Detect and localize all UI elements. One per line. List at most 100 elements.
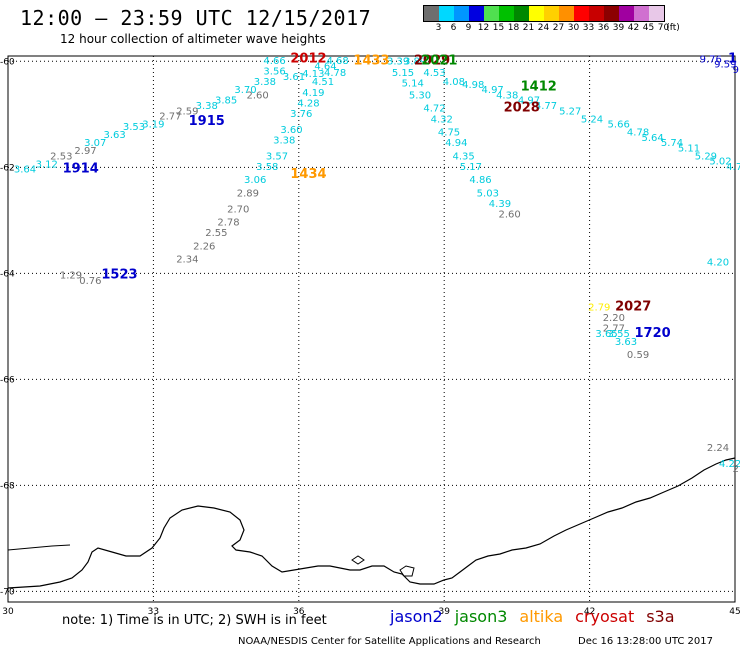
pass-time-label: 2028 [504, 101, 540, 116]
wave-height-label: 5.27 [559, 106, 581, 117]
legend-swatch [544, 6, 559, 21]
axis-tick-labels: 30 33 36 39 42 45 -60 -62 -64 -66 -68 -70 [0, 57, 740, 617]
legend-swatch [589, 6, 604, 21]
legend-labels: 3 6 9 12 15 18 21 24 27 30 33 36 39 42 45 70 (ft) [423, 22, 680, 34]
wave-height-label: 2.59 [176, 106, 198, 117]
pass-time-label: 1915 [189, 114, 225, 129]
wave-height-label: 2.34 [176, 255, 198, 266]
legend-swatch [559, 6, 574, 21]
wave-height-label: 2.77 [159, 112, 181, 123]
pass-time-label: 1433 [353, 53, 389, 68]
wave-height-label: 2.79 [588, 302, 610, 313]
wave-height-label: 3.64 [14, 165, 36, 176]
wave-height-label: 3.07 [84, 138, 106, 149]
legend-label: 9 [465, 23, 472, 33]
legend-swatch [439, 6, 454, 21]
lat-tick-label: -70 [0, 587, 15, 597]
wave-height-label: 5.02 [709, 157, 731, 168]
lat-tick-label: -68 [0, 481, 15, 491]
legend-swatch [529, 6, 544, 21]
legend-swatch [619, 6, 634, 21]
wave-height-label: 4.20 [707, 257, 729, 268]
legend-label: 6 [450, 23, 457, 33]
wave-height-label: 3.55 [608, 329, 630, 340]
legend-swatch [454, 6, 469, 21]
wave-height-label: 4.28 [297, 98, 319, 109]
wave-height-label: 4.74 [726, 162, 740, 173]
wave-height-label: 5.29 [695, 151, 717, 162]
legend-label: 70 [657, 23, 670, 33]
wave-height-label: 4.51 [312, 77, 334, 88]
lat-tick-label: -64 [0, 269, 15, 279]
legend-swatch [469, 6, 484, 21]
wave-height-label: 5.17 [460, 162, 482, 173]
pass-time-label: 2027 [615, 299, 651, 314]
wave-height-label: 4.86 [469, 175, 491, 186]
wave-height-label: 4.19 [302, 88, 324, 99]
wave-height-label: 4.72 [423, 104, 445, 115]
legend-swatch [484, 6, 499, 21]
wave-height-label: 5.24 [581, 114, 603, 125]
lat-tick-label: -66 [0, 375, 15, 385]
wave-height-label: 3.63 [103, 130, 125, 141]
island-outline [351, 555, 365, 565]
satellite-name-cryosat: cryosat [575, 607, 635, 626]
lat-tick-label: -62 [0, 163, 15, 173]
wave-height-label: 4.08 [443, 77, 465, 88]
footer-note: note: 1) Time is in UTC; 2) SWH is in fe… [62, 613, 327, 628]
wave-height-label: 2.26 [193, 241, 215, 252]
wave-height-label: 9. [733, 65, 740, 76]
color-legend: 3 6 9 12 15 18 21 24 27 30 33 36 39 42 45 70 (ft) [423, 5, 680, 34]
satellite-legend: jason2 jason3 altika cryosat s3a [390, 607, 687, 626]
legend-label: 15 [492, 23, 505, 33]
wave-height-label: 5.11 [678, 143, 700, 154]
generated-date: Dec 16 13:28:00 UTC 2017 [578, 636, 713, 647]
legend-swatch [499, 6, 514, 21]
wave-height-label: 4.98 [462, 80, 484, 91]
wave-height-label: 9.59 [714, 60, 736, 71]
wave-height-label: 4.66 [263, 56, 285, 67]
wave-height-label: 4.32 [431, 114, 453, 125]
wave-height-label: 0.59 [627, 350, 649, 361]
wave-height-label: 3.38 [273, 135, 295, 146]
wave-height-label: 2.24 [707, 443, 729, 454]
wave-height-label: 2.53 [50, 151, 72, 162]
pass-time-label: 2029 [414, 53, 450, 68]
wave-height-label: 4.39 [489, 199, 511, 210]
legend-label: 30 [567, 23, 580, 33]
wave-height-label: 2.20 [603, 313, 625, 324]
legend-swatch [649, 6, 664, 21]
wave-height-label: 2.70 [227, 204, 249, 215]
legend-swatch [634, 6, 649, 21]
lon-tick-label: 39 [438, 607, 450, 617]
chart-subtitle: 12 hour collection of altimeter wave hei… [60, 32, 326, 46]
wave-height-label: 5.74 [661, 138, 683, 149]
lon-tick-label: 30 [2, 607, 14, 617]
satellite-name-jason2: jason2 [390, 607, 443, 626]
wave-height-label: 5.15 [392, 68, 414, 79]
satellite-name-s3a: s3a [646, 607, 675, 626]
wave-height-label: 2.55 [205, 228, 227, 239]
wave-height-label: 2.77 [603, 324, 625, 335]
lon-tick-label: 33 [148, 607, 159, 617]
legend-label: 24 [537, 23, 550, 33]
lon-tick-label: 42 [584, 607, 595, 617]
chart-title: 12:00 – 23:59 UTC 12/15/2017 [20, 6, 372, 30]
wave-height-label: 1.29 [60, 271, 82, 282]
wave-height-label: 3.61 [283, 72, 305, 83]
wave-height-label: 4.97 [518, 96, 540, 107]
legend-label: 45 [642, 23, 655, 33]
legend-color-bar [423, 5, 665, 22]
wave-height-label: 4.35 [452, 151, 474, 162]
map-frame [7, 55, 736, 603]
wave-height-label: 5.66 [608, 120, 630, 131]
wave-height-label: 0.76 [79, 276, 101, 287]
legend-label: 12 [477, 23, 490, 33]
lon-tick-label: 36 [293, 607, 305, 617]
credit-text: NOAA/NESDIS Center for Satellite Applica… [238, 636, 541, 647]
wave-height-label: 3.60 [280, 125, 302, 136]
pass-time-label: 2012 [290, 51, 326, 66]
wave-height-label: 3.85 [215, 96, 237, 107]
wave-height-label: 4.22 [719, 459, 740, 470]
